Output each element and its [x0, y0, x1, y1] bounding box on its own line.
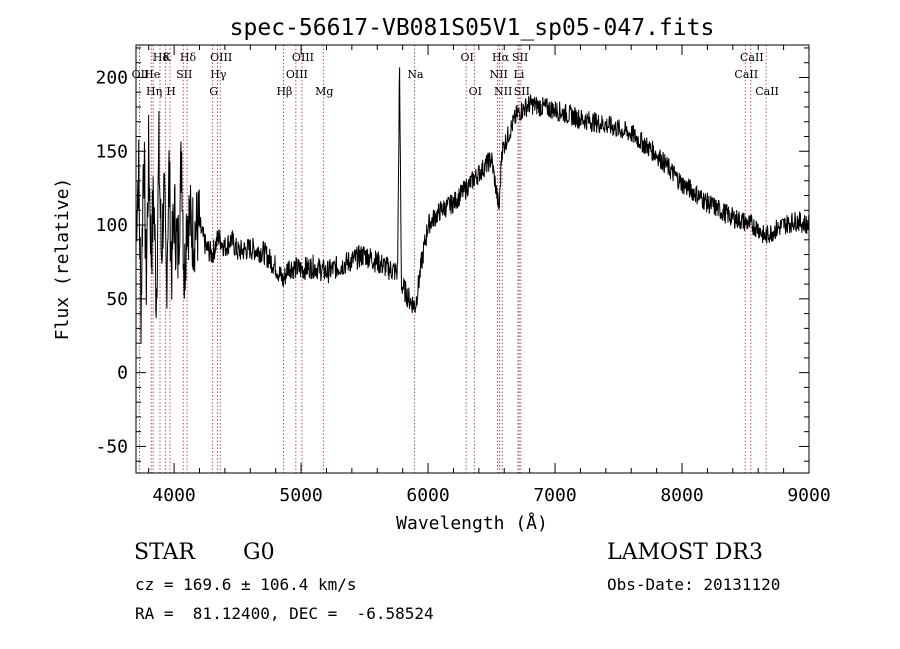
spectrum-series [135, 67, 810, 344]
y-tick-label-1: 0 [117, 363, 128, 384]
line-label-12: OIII [286, 68, 308, 81]
line-label-19: SII [512, 51, 528, 64]
line-label-17: OI [469, 85, 482, 98]
line-label-23: SII [514, 85, 530, 98]
plot-frame [135, 44, 810, 474]
spectrum-line [135, 67, 810, 344]
x-tick-label-4: 8000 [660, 485, 703, 506]
object-class: STAR [134, 540, 195, 565]
line-label-6: OIII [210, 51, 232, 64]
x-tick-label-0: 4000 [152, 485, 195, 506]
coordinates: RA = 81.12400, DEC = -6.58524 [135, 604, 434, 623]
y-tick-label-2: 50 [106, 289, 128, 310]
survey-name: LAMOST DR3 [607, 540, 763, 565]
object-subclass: G0 [243, 540, 275, 565]
line-label-24: CaII [740, 51, 764, 64]
line-label-10: H [166, 85, 176, 98]
line-label-11: OIII [292, 51, 314, 64]
y-tick-label-5: 200 [95, 67, 128, 88]
line-label-7: Hγ [210, 68, 227, 81]
line-label-26: CaII [755, 85, 779, 98]
line-label-2: Hδ [180, 51, 197, 64]
line-label-14: Mg [315, 85, 333, 98]
y-tick-label-0: -50 [95, 436, 128, 457]
line-label-9: Hη [146, 85, 162, 98]
line-label-1: K [163, 51, 172, 64]
y-axis: -50 0 50 100 150 200 [95, 47, 809, 462]
line-label-25: CaII [734, 68, 758, 81]
line-label-22: NII [494, 85, 512, 98]
x-axis-label: Wavelength (Å) [396, 512, 548, 534]
line-label-15: Na [407, 68, 424, 81]
redshift-velocity: cz = 169.6 ± 106.4 km/s [135, 575, 357, 594]
observation-date: Obs-Date: 20131120 [607, 575, 781, 594]
chart-title: spec-56617-VB081S05V1_sp05-047.fits [230, 15, 715, 41]
line-label-16: OI [460, 51, 473, 64]
x-tick-label-1: 5000 [279, 485, 322, 506]
y-axis-label: Flux (relative) [52, 178, 73, 341]
line-label-18: Hα [492, 51, 510, 64]
line-label-21: Li [514, 68, 525, 81]
x-axis: 4000 5000 6000 7000 8000 9000 [148, 45, 831, 506]
x-tick-label-3: 7000 [533, 485, 576, 506]
line-label-5: SII [176, 68, 192, 81]
x-tick-label-2: 6000 [406, 485, 449, 506]
line-label-13: Hβ [276, 85, 292, 98]
y-tick-label-4: 150 [95, 141, 128, 162]
y-tick-label-3: 100 [95, 215, 128, 236]
line-label-8: G [209, 85, 218, 98]
line-label-20: NII [489, 68, 507, 81]
line-label-0: Hδ [153, 51, 170, 64]
x-tick-label-5: 9000 [787, 485, 830, 506]
line-label-4: He [144, 68, 160, 81]
